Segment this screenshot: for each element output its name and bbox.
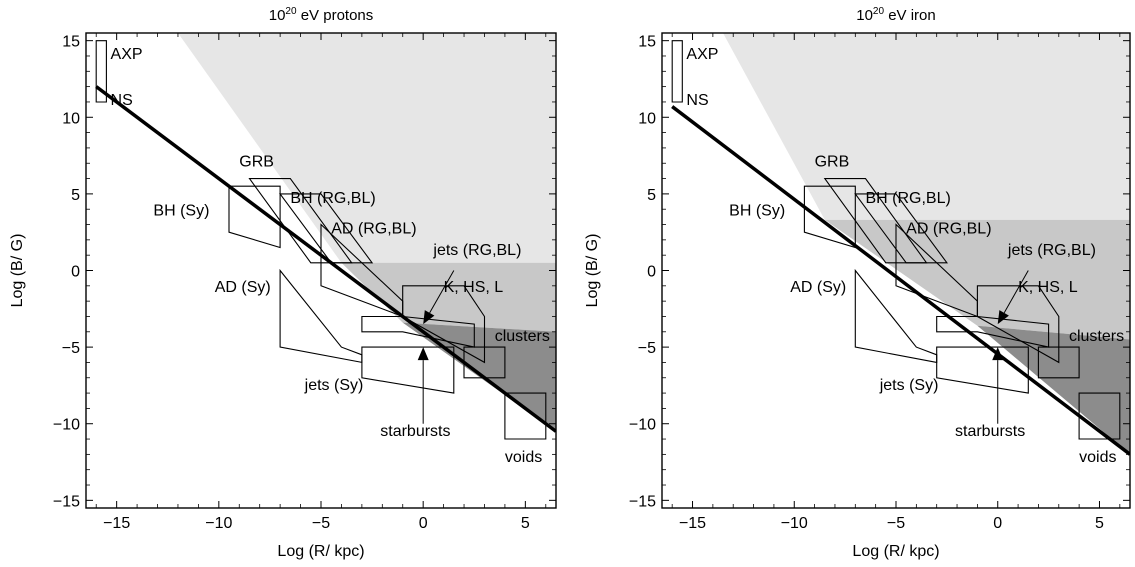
y-tick-label: 0 <box>71 264 80 281</box>
y-tick-label: 0 <box>647 264 656 281</box>
annotation-label: BH (RG,BL) <box>865 190 950 207</box>
annotation-label: BH (Sy) <box>153 202 209 219</box>
x-tick-label: −15 <box>679 515 706 532</box>
annotation-label: AD (Sy) <box>790 279 846 296</box>
annotation-label: NS <box>686 92 708 109</box>
annotation-label: voids <box>1079 449 1116 466</box>
x-axis-label: Log (R/ kpc) <box>852 543 939 560</box>
arrow-shaft <box>429 270 455 314</box>
source-box-clusters <box>463 346 506 379</box>
annotation-label: jets (Sy) <box>879 377 939 394</box>
y-tick-label: 15 <box>62 34 80 51</box>
x-tick-label: 5 <box>521 515 530 532</box>
arrow-head <box>423 310 435 325</box>
source-box-bh-sy <box>228 185 281 249</box>
x-tick-label: 0 <box>993 515 1002 532</box>
hillas-line <box>95 85 556 433</box>
plot-area <box>671 33 1130 456</box>
annotation-label: AD (RG,BL) <box>906 221 991 238</box>
y-tick-label: 5 <box>71 187 80 204</box>
source-box-k-hs-l <box>402 285 486 364</box>
annotation-label: voids <box>505 449 542 466</box>
source-box-jets-sy <box>936 346 1029 394</box>
title-base: 10 <box>269 7 286 24</box>
x-axis-label: Log (R/ kpc) <box>277 543 364 560</box>
annotation-label: NS <box>111 92 133 109</box>
annotation-label: jets (RG,BL) <box>432 242 521 259</box>
arrow-head <box>417 347 429 361</box>
annotation-label: GRB <box>815 153 850 170</box>
annotation-label: AXP <box>686 46 718 63</box>
source-box-k-hs-l <box>976 285 1060 364</box>
region-medium <box>824 219 1130 340</box>
arrow-shaft <box>1003 270 1029 314</box>
annotation-label: BH (Sy) <box>729 202 785 219</box>
arrow-head <box>992 347 1004 361</box>
source-box-voids <box>504 392 547 440</box>
chart-panel-iron: AXP NS GRB BH (Sy) BH (RG,BL) AD (RG,BL) AD (S… <box>584 6 1131 560</box>
annotation-label: BH (RG,BL) <box>290 190 375 207</box>
y-tick-label: 10 <box>62 110 80 127</box>
x-tick-label: 5 <box>1095 515 1104 532</box>
hillas-line <box>671 105 1130 456</box>
region-light <box>178 33 556 263</box>
title-rest: eV protons <box>297 7 374 24</box>
y-axis-label: Log (B/ G) <box>9 234 26 308</box>
x-tick-label: −15 <box>103 515 130 532</box>
chart-panel-protons: AXP NS GRB BH (Sy) BH (RG,BL) AD (RG,BL) AD (S… <box>9 6 557 560</box>
title-exponent: 20 <box>285 6 297 17</box>
y-tick-label: 10 <box>638 110 656 127</box>
x-tick-label: −5 <box>312 515 330 532</box>
y-tick-label: 15 <box>638 34 656 51</box>
annotation-label: AD (Sy) <box>215 279 271 296</box>
annotation-label: jets (RG,BL) <box>1007 242 1096 259</box>
source-box-axp <box>671 40 683 103</box>
source-box-bh-rg-bl <box>279 193 374 264</box>
x-tick-label: −10 <box>781 515 808 532</box>
source-box-bh-rg-bl <box>854 193 948 264</box>
source-box-clusters <box>1037 346 1080 379</box>
region-light <box>723 33 1130 220</box>
annotation-label: starbursts <box>955 423 1025 440</box>
y-tick-label: −5 <box>62 340 80 357</box>
annotation-label: clusters <box>495 328 550 345</box>
annotation-label: K, HS, L <box>444 279 504 296</box>
source-box-axp <box>95 40 107 103</box>
source-box-jets-sy <box>361 346 455 394</box>
y-tick-label: −15 <box>629 493 656 510</box>
region-dark <box>402 322 556 432</box>
x-tick-label: −5 <box>887 515 905 532</box>
region-medium <box>341 262 556 332</box>
annotation-label: AD (RG,BL) <box>331 221 416 238</box>
annotation-label: AXP <box>111 46 143 63</box>
title-exponent: 20 <box>873 6 885 17</box>
title-base: 10 <box>856 7 873 24</box>
y-tick-label: −5 <box>638 340 656 357</box>
plot-area <box>95 33 556 440</box>
y-tick-label: −10 <box>53 417 80 434</box>
annotation-label: jets (Sy) <box>304 377 364 394</box>
y-tick-label: 5 <box>647 187 656 204</box>
arrow-head <box>997 310 1009 325</box>
title-rest: eV iron <box>884 7 936 24</box>
y-tick-label: −10 <box>629 417 656 434</box>
annotation-label: starbursts <box>380 423 450 440</box>
chart-title: 1020 eV protons <box>269 6 374 24</box>
y-axis-label: Log (B/ G) <box>584 234 601 308</box>
region-dark <box>977 325 1130 455</box>
annotation-label: K, HS, L <box>1018 279 1078 296</box>
x-tick-label: −10 <box>205 515 232 532</box>
annotation-label: clusters <box>1069 328 1124 345</box>
source-box-voids <box>1078 392 1121 440</box>
chart-title: 1020 eV iron <box>856 6 936 24</box>
y-tick-label: −15 <box>53 493 80 510</box>
annotation-label: GRB <box>239 153 274 170</box>
x-tick-label: 0 <box>419 515 428 532</box>
